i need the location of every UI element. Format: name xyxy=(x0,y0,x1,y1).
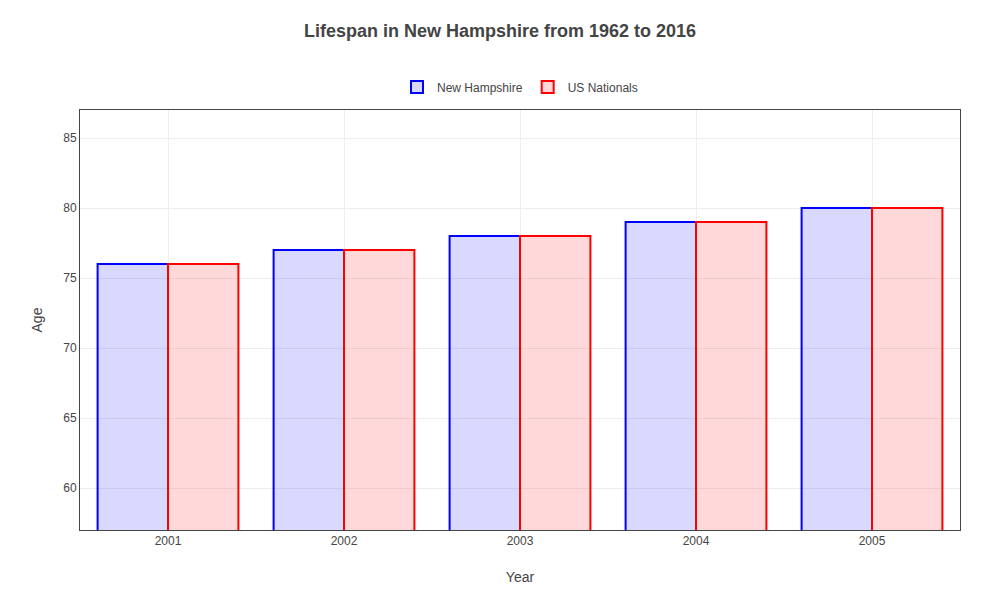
svg-text:US Nationals: US Nationals xyxy=(568,81,638,95)
svg-text:Lifespan in New Hampshire from: Lifespan in New Hampshire from 1962 to 2… xyxy=(304,21,696,41)
svg-text:2004: 2004 xyxy=(683,534,710,548)
svg-text:Age: Age xyxy=(29,307,45,332)
svg-text:75: 75 xyxy=(63,271,77,285)
svg-text:2001: 2001 xyxy=(155,534,182,548)
svg-text:2002: 2002 xyxy=(331,534,358,548)
svg-text:New Hampshire: New Hampshire xyxy=(437,81,523,95)
svg-text:70: 70 xyxy=(63,341,77,355)
svg-text:Year: Year xyxy=(506,569,535,585)
svg-text:2005: 2005 xyxy=(859,534,886,548)
svg-text:65: 65 xyxy=(63,411,77,425)
svg-text:80: 80 xyxy=(63,201,77,215)
svg-text:2003: 2003 xyxy=(507,534,534,548)
svg-text:85: 85 xyxy=(63,131,77,145)
svg-text:60: 60 xyxy=(63,481,77,495)
